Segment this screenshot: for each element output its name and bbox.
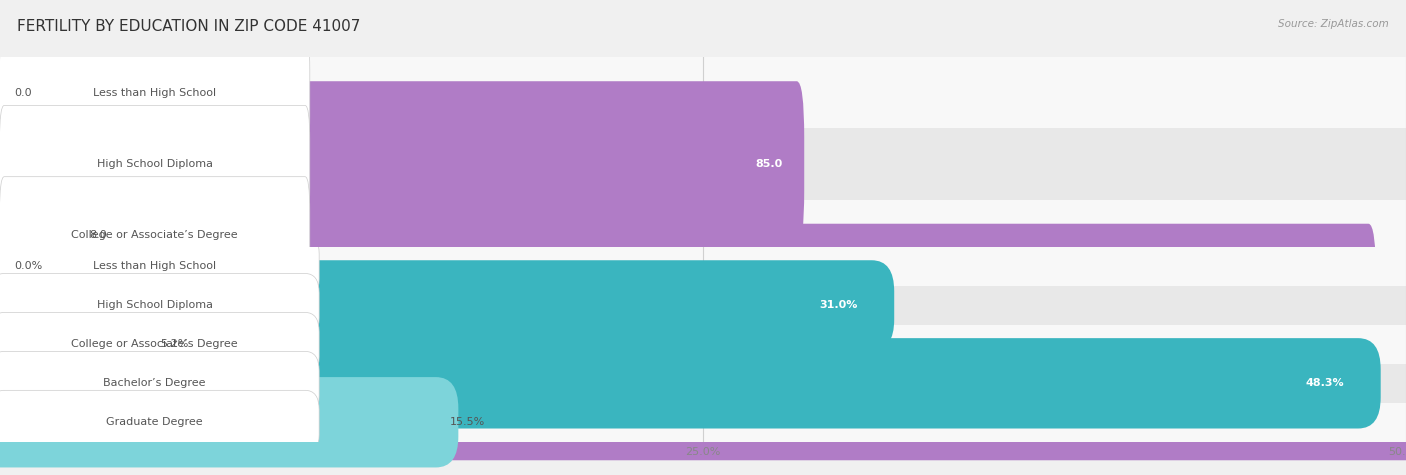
FancyBboxPatch shape [0, 338, 1381, 428]
FancyBboxPatch shape [0, 152, 83, 318]
Text: 8.0: 8.0 [89, 230, 107, 240]
Text: Less than High School: Less than High School [93, 87, 217, 98]
Bar [0, 342, 1406, 413]
Bar [0, 247, 1406, 286]
FancyBboxPatch shape [0, 319, 309, 436]
FancyBboxPatch shape [0, 34, 309, 151]
Text: High School Diploma: High School Diploma [97, 159, 212, 169]
Text: 150.0: 150.0 [1357, 372, 1392, 383]
Text: FERTILITY BY EDUCATION IN ZIP CODE 41007: FERTILITY BY EDUCATION IN ZIP CODE 41007 [17, 19, 360, 34]
Bar [0, 403, 1406, 442]
FancyBboxPatch shape [0, 105, 309, 222]
Bar [0, 325, 1406, 364]
FancyBboxPatch shape [0, 46, 10, 140]
FancyBboxPatch shape [0, 295, 1406, 460]
Text: 85.0: 85.0 [755, 159, 783, 169]
Text: 48.3%: 48.3% [1306, 378, 1344, 389]
FancyBboxPatch shape [0, 235, 319, 298]
Text: 5.2%: 5.2% [160, 339, 188, 350]
Text: 0.0%: 0.0% [14, 261, 42, 272]
Text: Bachelor’s Degree: Bachelor’s Degree [104, 378, 205, 389]
FancyBboxPatch shape [0, 274, 319, 337]
FancyBboxPatch shape [0, 241, 15, 292]
FancyBboxPatch shape [0, 260, 894, 351]
Text: Bachelor’s Degree: Bachelor’s Degree [104, 301, 205, 312]
Text: College or Associate’s Degree: College or Associate’s Degree [72, 230, 238, 240]
Text: 15.5%: 15.5% [450, 417, 485, 428]
FancyBboxPatch shape [0, 224, 1376, 389]
Text: 0.0: 0.0 [14, 87, 32, 98]
Bar [0, 128, 1406, 200]
Text: 31.0%: 31.0% [820, 300, 858, 311]
Bar [0, 364, 1406, 403]
Text: 146.0: 146.0 [1319, 301, 1354, 312]
Text: Less than High School: Less than High School [93, 261, 217, 272]
FancyBboxPatch shape [0, 248, 309, 365]
FancyBboxPatch shape [0, 177, 309, 294]
FancyBboxPatch shape [0, 313, 319, 376]
FancyBboxPatch shape [0, 352, 319, 415]
FancyBboxPatch shape [0, 377, 458, 467]
Bar [0, 57, 1406, 128]
Bar [0, 200, 1406, 271]
FancyBboxPatch shape [0, 299, 169, 390]
FancyBboxPatch shape [0, 81, 804, 247]
Text: Graduate Degree: Graduate Degree [107, 417, 202, 428]
Text: Source: ZipAtlas.com: Source: ZipAtlas.com [1278, 19, 1389, 29]
Text: College or Associate’s Degree: College or Associate’s Degree [72, 339, 238, 350]
Text: Graduate Degree: Graduate Degree [107, 372, 202, 383]
Text: High School Diploma: High School Diploma [97, 300, 212, 311]
Bar [0, 271, 1406, 342]
Bar [0, 286, 1406, 325]
FancyBboxPatch shape [0, 390, 319, 454]
